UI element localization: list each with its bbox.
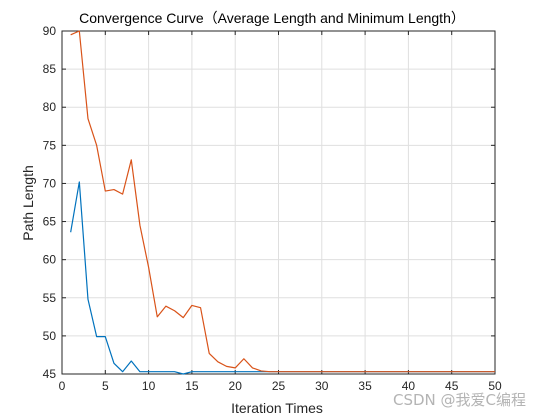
y-tick-label: 90 bbox=[43, 24, 57, 38]
x-axis-title: Iteration Times bbox=[231, 400, 323, 416]
axis-ticks: 0 5 10 15 20 25 30 35 40 45 50 45 50 55 60 65 70 75 80 85 90 bbox=[43, 24, 502, 393]
series-line-average bbox=[70, 30, 495, 373]
y-tick-label: 60 bbox=[43, 253, 57, 267]
x-tick-label: 0 bbox=[59, 379, 66, 393]
x-tick-label: 5 bbox=[102, 379, 109, 393]
y-axis-title: Path Length bbox=[20, 165, 36, 241]
watermark-text: CSDN @我爱C编程 bbox=[392, 391, 526, 409]
y-tick-label: 75 bbox=[43, 138, 57, 152]
x-tick-label: 40 bbox=[402, 379, 416, 393]
y-tick-label: 65 bbox=[43, 215, 57, 229]
y-tick-label: 55 bbox=[43, 291, 57, 305]
grid-lines bbox=[61, 30, 496, 375]
x-tick-label: 20 bbox=[229, 379, 243, 393]
y-tick-label: 85 bbox=[43, 62, 57, 76]
y-tick-label: 50 bbox=[43, 329, 57, 343]
x-tick-label: 35 bbox=[358, 379, 372, 393]
series-line-minimum bbox=[70, 181, 495, 375]
x-tick-label: 10 bbox=[142, 379, 156, 393]
x-tick-label: 30 bbox=[315, 379, 329, 393]
series-lines bbox=[70, 30, 495, 375]
x-tick-label: 25 bbox=[272, 379, 286, 393]
x-tick-label: 45 bbox=[445, 379, 459, 393]
x-tick-label: 50 bbox=[488, 379, 502, 393]
y-tick-label: 70 bbox=[43, 176, 57, 190]
y-tick-label: 45 bbox=[43, 367, 57, 381]
x-tick-label: 15 bbox=[185, 379, 199, 393]
y-tick-label: 80 bbox=[43, 100, 57, 114]
chart-title: Convergence Curve（Average Length and Min… bbox=[79, 10, 465, 26]
